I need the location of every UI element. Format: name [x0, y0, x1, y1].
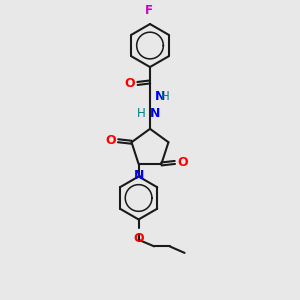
- Text: O: O: [177, 156, 188, 169]
- Text: N: N: [154, 90, 165, 103]
- Text: O: O: [124, 77, 135, 90]
- Text: O: O: [105, 134, 116, 147]
- Text: H: H: [137, 107, 146, 120]
- Text: N: N: [134, 169, 144, 182]
- Text: H: H: [161, 90, 170, 103]
- Text: N: N: [150, 107, 160, 120]
- Text: F: F: [145, 4, 152, 17]
- Text: O: O: [133, 232, 144, 245]
